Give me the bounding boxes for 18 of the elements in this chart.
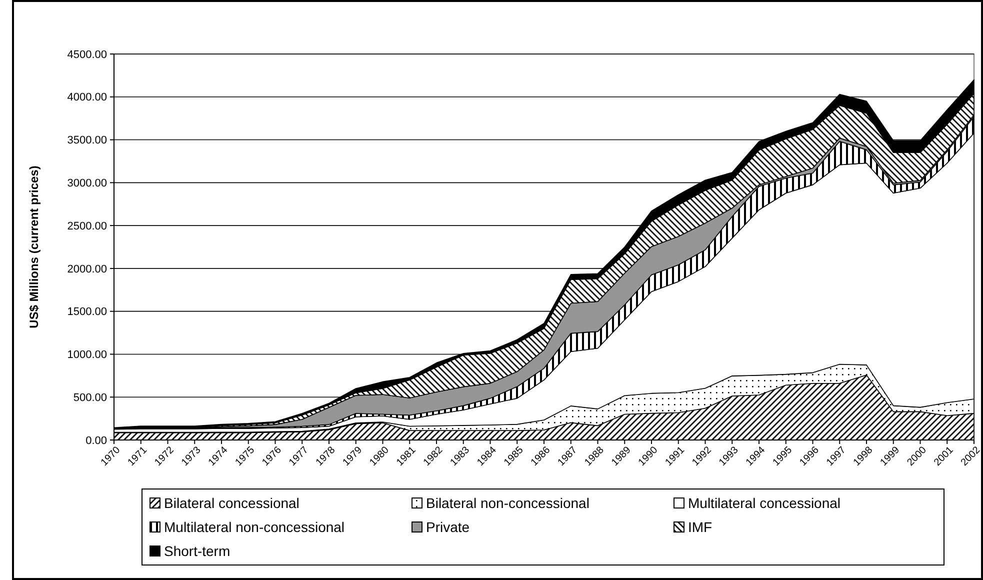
legend-label: Multilateral concessional (688, 494, 841, 511)
legend-label: Multilateral non-concessional (164, 518, 345, 535)
y-tick-label: 3000.00 (67, 178, 107, 190)
y-tick-label: 2500.00 (67, 220, 107, 232)
y-tick-label: 0.00 (86, 434, 107, 447)
y-tick-label: 3500.00 (67, 134, 107, 147)
legend-label: Bilateral concessional (164, 494, 300, 511)
legend-label: Bilateral non-concessional (426, 494, 590, 511)
y-tick-label: 500.00 (73, 392, 107, 404)
y-tick-label: 2000.00 (67, 263, 107, 276)
legend-label: Private (426, 518, 470, 535)
legend-label: IMF (688, 518, 712, 535)
y-tick-label: 1500.00 (67, 306, 107, 318)
y-tick-label: 4500.00 (67, 48, 107, 61)
y-tick-label: 4000.00 (67, 92, 107, 104)
y-tick-label: 1000.00 (67, 349, 107, 362)
legend-label: Short-term (164, 542, 230, 559)
y-axis-title: US$ Millions (current prices) (27, 166, 41, 328)
